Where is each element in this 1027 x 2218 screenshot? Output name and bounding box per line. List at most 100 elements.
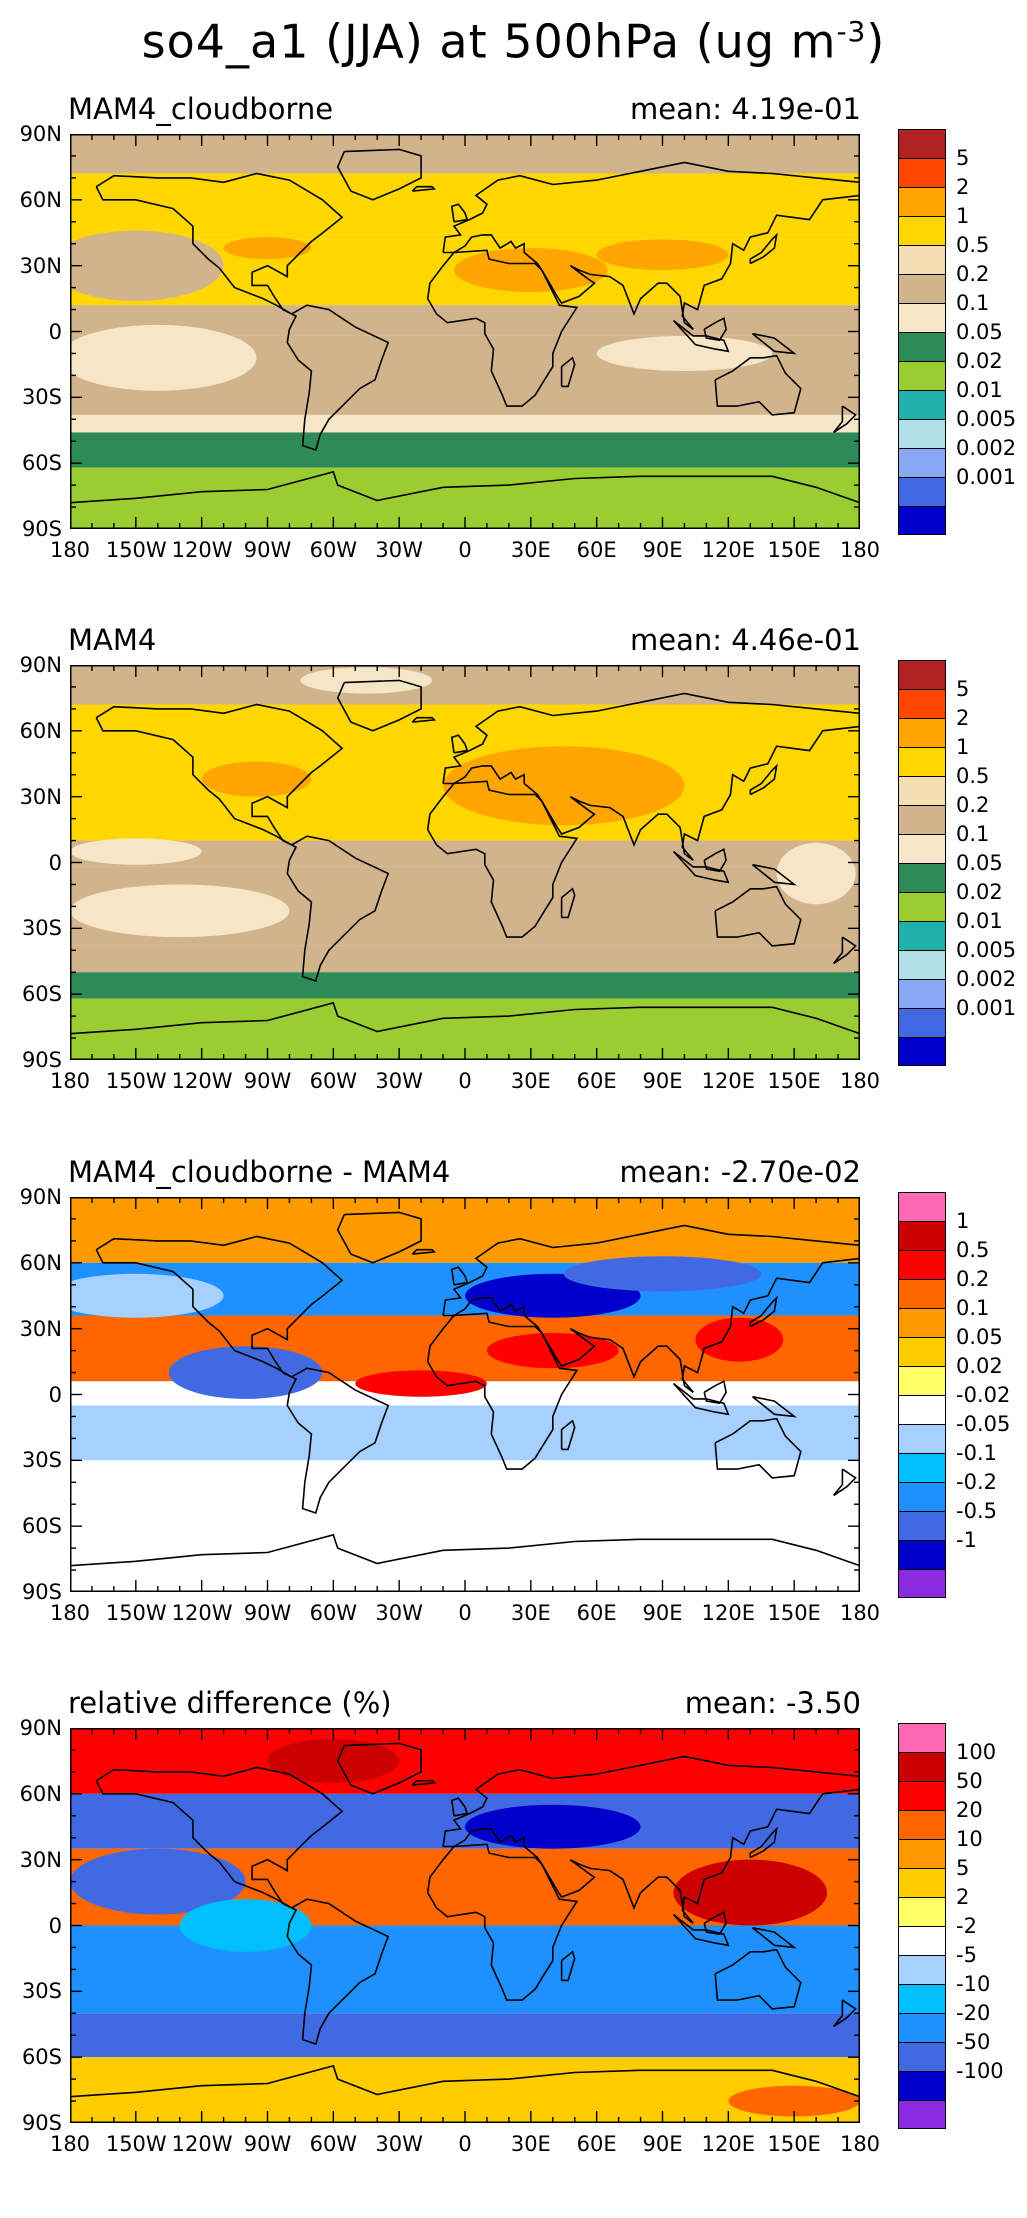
concentration-blob bbox=[454, 248, 608, 292]
lon-tick-label: 90W bbox=[243, 1601, 292, 1625]
map-plot bbox=[70, 134, 860, 529]
lon-tick-label: 180 bbox=[49, 538, 91, 562]
lat-tick-label: 0 bbox=[48, 1913, 62, 1938]
coastline-japan bbox=[749, 763, 778, 796]
map-plot bbox=[70, 665, 860, 1060]
colorbar-swatch bbox=[898, 1481, 946, 1511]
colorbar-label: 0.001 bbox=[956, 464, 1017, 489]
relative-blob bbox=[728, 2085, 860, 2117]
map-plot bbox=[70, 1197, 860, 1592]
colorbar-label: 0.2 bbox=[956, 1266, 990, 1291]
lon-tick-label: 90E bbox=[642, 538, 683, 562]
lon-tick-label: 0 bbox=[458, 2132, 472, 2156]
lat-tick-label: 30S bbox=[21, 916, 62, 941]
concentration-blob bbox=[70, 838, 202, 865]
coastline-indonesia bbox=[672, 1913, 730, 1947]
colorbar-swatch bbox=[898, 1191, 946, 1221]
colorbar-label: 0.5 bbox=[956, 1237, 990, 1262]
colorbar-label: -0.05 bbox=[956, 1411, 1011, 1436]
colorbar-label: 0.1 bbox=[956, 821, 990, 846]
colorbar-swatch bbox=[898, 978, 946, 1008]
concentration-band bbox=[70, 414, 860, 433]
coastline-greenland bbox=[336, 679, 422, 732]
lon-tick-label: 150W bbox=[105, 1069, 167, 1093]
colorbar-label: 5 bbox=[956, 1855, 970, 1880]
lon-tick-label: 150W bbox=[105, 538, 167, 562]
colorbar-label: -2 bbox=[956, 1913, 977, 1938]
colorbar-swatch bbox=[898, 1751, 946, 1781]
coastline-japan bbox=[749, 1295, 778, 1328]
colorbar-swatch bbox=[898, 273, 946, 303]
lon-tick-label: 120W bbox=[171, 2132, 233, 2156]
lon-tick-label: 60W bbox=[309, 1069, 358, 1093]
coastline-britain bbox=[450, 1266, 469, 1286]
lon-tick-label: 0 bbox=[458, 1601, 472, 1625]
colorbar-swatch bbox=[898, 505, 946, 535]
coastline-antarctica bbox=[70, 1001, 860, 1035]
coastline-newGuinea bbox=[751, 863, 797, 886]
colorbar-swatch bbox=[898, 1394, 946, 1424]
lon-tick-label: 180 bbox=[839, 2132, 881, 2156]
colorbar-swatch bbox=[898, 1925, 946, 1955]
lon-tick-label: 180 bbox=[49, 1601, 91, 1625]
concentration-blob bbox=[776, 842, 856, 905]
colorbar bbox=[898, 1722, 946, 2129]
colorbar-label: 50 bbox=[956, 1768, 983, 1793]
difference-blob bbox=[563, 1256, 762, 1292]
lon-tick-label: 150E bbox=[767, 538, 821, 562]
colorbar-label: 0.5 bbox=[956, 232, 990, 257]
panel-label: MAM4_cloudborne - MAM4 bbox=[68, 1155, 451, 1189]
colorbar-swatch bbox=[898, 1867, 946, 1897]
colorbar-swatch bbox=[898, 1954, 946, 1984]
lat-tick-label: 90N bbox=[19, 653, 62, 677]
colorbar-swatch bbox=[898, 418, 946, 448]
panel-label: relative difference (%) bbox=[68, 1686, 392, 1720]
lon-tick-label: 120W bbox=[171, 538, 233, 562]
coastline-madagascar bbox=[560, 887, 576, 919]
coastline-eurasia bbox=[442, 692, 860, 861]
colorbar-swatch bbox=[898, 1722, 946, 1752]
coastline-madagascar bbox=[560, 356, 576, 388]
lat-tick-label: 30S bbox=[21, 385, 62, 410]
coastline-northAmerica bbox=[95, 1235, 344, 1378]
coastline-antarctica bbox=[70, 2064, 860, 2098]
lat-tick-label: 30N bbox=[19, 1316, 62, 1341]
panel-mean: mean: -2.70e-02 bbox=[619, 1155, 861, 1189]
colorbar-swatch bbox=[898, 331, 946, 361]
coastline-africa bbox=[426, 1843, 579, 2001]
colorbar-label: -100 bbox=[956, 2058, 1004, 2083]
colorbar-swatch bbox=[898, 746, 946, 776]
coastline-borneo bbox=[703, 1911, 727, 1936]
colorbar-swatch bbox=[898, 949, 946, 979]
colorbar-label: -10 bbox=[956, 1971, 991, 1996]
coastline-antarctica bbox=[70, 470, 860, 504]
coastline-indonesia bbox=[672, 319, 730, 353]
colorbar-swatch bbox=[898, 920, 946, 950]
coastline-africa bbox=[426, 1312, 579, 1470]
coastline-greenland bbox=[336, 1211, 422, 1264]
difference-band bbox=[70, 1460, 860, 1592]
lon-tick-label: 60E bbox=[576, 2132, 617, 2156]
lat-tick-label: 30N bbox=[19, 784, 62, 809]
coastline-newGuinea bbox=[751, 1395, 797, 1418]
coastline-indonesia bbox=[672, 850, 730, 884]
colorbar-swatch bbox=[898, 2099, 946, 2129]
panel-mean: mean: 4.46e-01 bbox=[629, 623, 861, 657]
colorbar-label: 0.02 bbox=[956, 348, 1003, 373]
lat-tick-label: 90S bbox=[21, 1048, 62, 1072]
concentration-band bbox=[70, 432, 860, 468]
lon-tick-label: 150E bbox=[767, 2132, 821, 2156]
colorbar-label: 20 bbox=[956, 1797, 983, 1822]
colorbar-label: -0.02 bbox=[956, 1382, 1011, 1407]
coastline-australia bbox=[714, 1948, 802, 2010]
colorbar-swatch bbox=[898, 1307, 946, 1337]
lon-tick-label: 30W bbox=[375, 2132, 423, 2156]
colorbar bbox=[898, 1191, 946, 1598]
lon-tick-label: 60W bbox=[309, 2132, 358, 2156]
coastline-iceland bbox=[411, 1248, 437, 1255]
lon-tick-label: 0 bbox=[458, 538, 472, 562]
lat-tick-label: 60N bbox=[19, 1250, 62, 1275]
colorbar bbox=[898, 659, 946, 1066]
colorbar-swatch bbox=[898, 1510, 946, 1540]
lat-tick-label: 30N bbox=[19, 253, 62, 278]
